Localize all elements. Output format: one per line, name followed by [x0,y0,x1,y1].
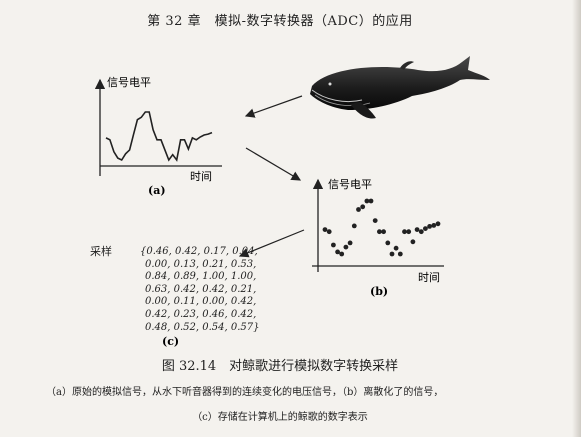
figure-caption-detail: （a）原始的模拟信号，从水下听音器得到的连续变化的电压信号，（b）离散化了的信号… [46,387,444,398]
sample-point [326,229,332,235]
panel-b-label: (b) [370,285,388,298]
sample-point [406,229,412,235]
sample-point [414,227,420,233]
panel-a-x-label: 时间 [190,170,212,183]
sample-point [364,198,370,204]
sample-line: 0.00, 0.13, 0.21, 0.53, [145,258,257,270]
figure-caption-detail: （c）存储在计算机上的鲸歌的数字表示 [192,412,368,423]
sample-dots [322,198,441,257]
sample-point [385,240,391,246]
sample-line: 0.42, 0.23, 0.46, 0.42, [145,308,257,320]
panel-a-y-label: 信号电平 [107,76,151,89]
sample-point [397,251,403,257]
whale-illustration [310,56,490,119]
digital-samples: 采样 {0.46, 0.42, 0.17, 0.04, 0.00, 0.13, … [90,245,260,334]
sampling-label: 采样 [90,245,112,258]
sample-point [393,245,399,251]
page-edge-shadow [572,0,581,437]
sample-point [331,242,336,248]
sample-point [372,218,378,224]
figure-caption: 图 32.14 对鲸歌进行模拟数字转换采样 [161,359,399,374]
panel-a-label: (a) [148,184,166,197]
sample-point [381,229,386,235]
sample-point [356,207,361,212]
sample-point [410,239,416,245]
arrow-a-to-b [245,147,302,181]
sample-point [431,223,437,228]
analog-waveform [105,111,213,162]
sample-point [435,221,441,227]
arrow-whale-to-a [244,95,303,118]
sample-line: {0.46, 0.42, 0.17, 0.04, [140,246,258,257]
panel-a: 信号电平 时间 (a) [94,76,222,197]
panel-c-label: (c) [162,335,179,348]
panel-b-x-label: 时间 [418,271,440,284]
sample-point [347,240,353,246]
sample-point [335,249,340,255]
sample-point [343,244,349,250]
sample-point [418,229,424,235]
sample-point [389,251,395,257]
sample-point [402,229,407,235]
sample-line: 0.84, 0.89, 1.00, 1.00, [145,271,257,283]
sample-line: 0.48, 0.52, 0.54, 0.57} [145,321,260,333]
sample-line: 0.63, 0.42, 0.42, 0.21, [145,283,257,295]
chapter-title: 第 32 章 模拟-数字转换器（ADC）的应用 [147,14,413,29]
arrow-b-to-c [238,229,305,258]
sample-point [360,204,366,210]
sample-point [351,223,357,229]
sample-point [377,229,382,235]
sample-point [368,198,374,204]
sample-point [427,224,432,229]
sample-line: 0.00, 0.11, 0.00, 0.42, [145,296,257,308]
sample-point [423,226,428,232]
sample-point [322,227,328,233]
panel-b-y-label: 信号电平 [328,178,372,191]
sample-point [339,251,345,257]
panel-b: 信号电平 时间 (b) [312,178,444,298]
